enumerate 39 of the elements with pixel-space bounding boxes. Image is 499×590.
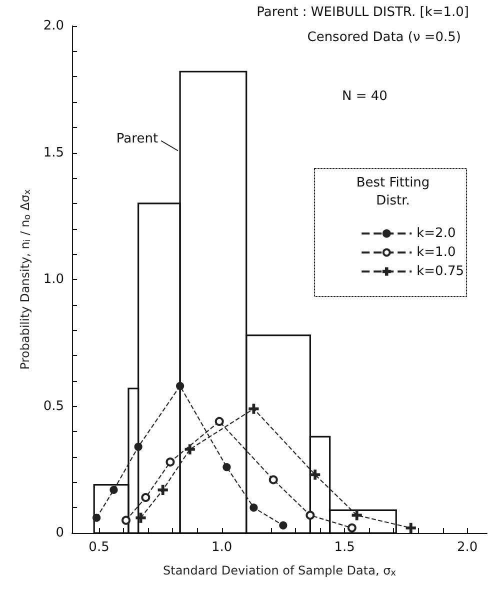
point — [406, 522, 416, 533]
y-tick-label: 1.5 — [43, 145, 64, 160]
point — [310, 470, 320, 480]
point — [352, 510, 362, 520]
point — [268, 475, 278, 484]
point — [250, 504, 258, 512]
chart-subtitle: Censored Data (ν =0.5) — [307, 30, 462, 45]
annotation: Parent — [116, 131, 158, 146]
point — [122, 516, 131, 525]
x-tick-label: 1.0 — [211, 540, 232, 555]
point — [134, 442, 142, 451]
x-tick-label: 1.5 — [334, 540, 355, 555]
point — [214, 416, 224, 426]
annotation: N = 40 — [342, 89, 388, 104]
legend-title: Best Fitting Distr. — [356, 176, 430, 208]
legend-label: k=1.0 — [416, 245, 456, 260]
point — [166, 458, 175, 467]
point — [136, 512, 146, 523]
point — [222, 463, 231, 472]
legend-label: k=0.75 — [416, 264, 464, 279]
x-tick-label: 2.0 — [457, 540, 478, 555]
y-axis-title: Probability Dansity, ni / no Δσx — [18, 188, 33, 370]
point — [110, 486, 118, 494]
point — [141, 493, 150, 502]
point — [306, 510, 315, 520]
point — [158, 484, 168, 495]
y-tick-label: 2.0 — [43, 18, 64, 34]
point — [176, 382, 184, 390]
y-tick-label: 0.5 — [43, 398, 64, 414]
point — [248, 404, 259, 414]
y-tick-label: 1.0 — [43, 272, 64, 287]
legend-label: k=2.0 — [416, 226, 456, 241]
point — [347, 523, 356, 532]
x-tick-label: 0.5 — [88, 540, 110, 555]
point — [184, 444, 195, 454]
point — [279, 521, 288, 530]
point — [92, 514, 101, 522]
chart-title: Parent : WEIBULL DISTR. [k=1.0] — [256, 5, 470, 20]
y-tick-label: 0 — [56, 526, 64, 540]
